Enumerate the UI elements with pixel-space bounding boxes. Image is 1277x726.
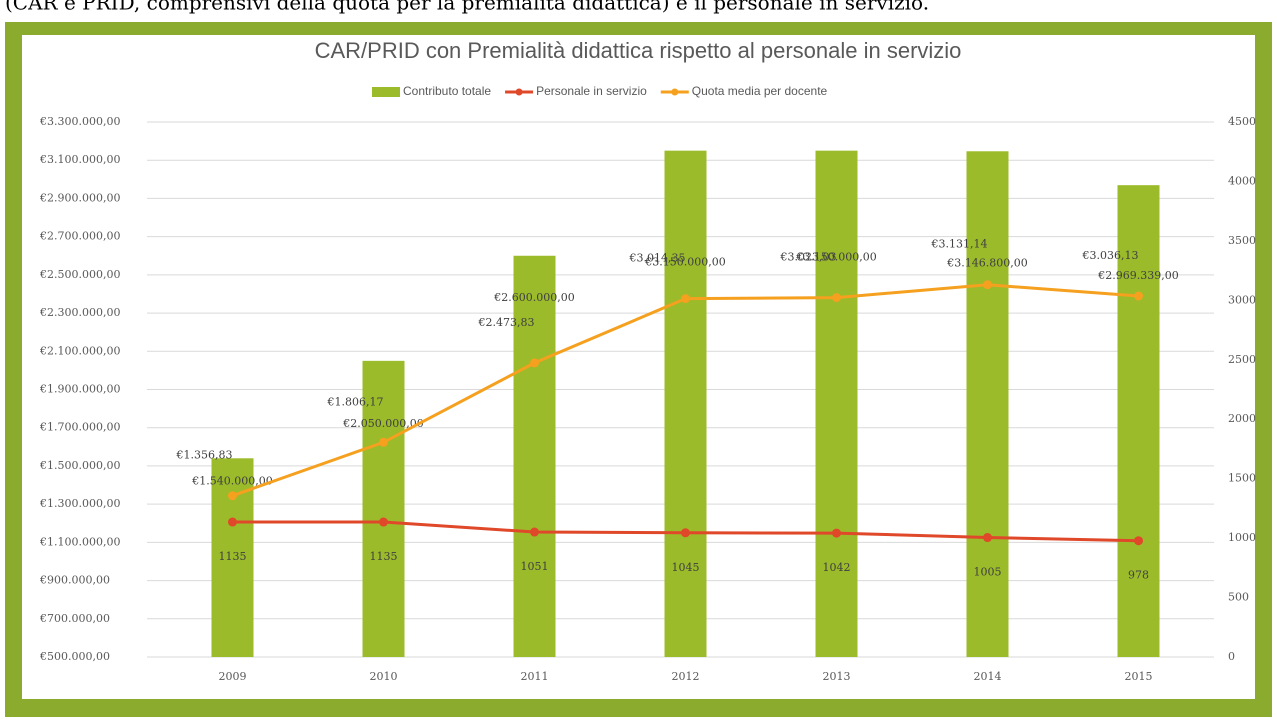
y-tick-label: €2.700.000,00 xyxy=(39,230,120,243)
y2-tick-label: 2000 xyxy=(1228,412,1256,425)
bar-label: €3.150.000,00 xyxy=(644,256,725,269)
bar-label: €3.146.800,00 xyxy=(946,256,1027,269)
y2-tick-label: 500 xyxy=(1228,591,1249,604)
x-tick-label: 2015 xyxy=(1125,670,1153,683)
marker xyxy=(228,491,237,501)
point-label: 1005 xyxy=(974,566,1002,579)
x-tick-label: 2010 xyxy=(370,670,398,683)
bar xyxy=(513,255,556,657)
caption: (CAR e PRID, comprensivi della quota per… xyxy=(5,0,929,15)
marker xyxy=(681,528,690,538)
marker xyxy=(530,527,539,537)
point-label: €3.023,03 xyxy=(780,251,837,264)
x-tick-label: 2009 xyxy=(219,670,247,683)
marker xyxy=(1134,291,1143,301)
legend-label: Personale in servizio xyxy=(536,84,647,98)
point-label: €3.131,14 xyxy=(931,238,988,251)
y-tick-label: €1.100.000,00 xyxy=(39,535,120,548)
bar-label: €2.600.000,00 xyxy=(493,291,574,304)
bar xyxy=(664,150,707,658)
y-tick-label: €1.500.000,00 xyxy=(39,459,120,472)
bar-label: €1.540.000,00 xyxy=(191,474,272,487)
x-tick-label: 2011 xyxy=(521,670,549,683)
y-tick-label: €900.000,00 xyxy=(39,574,110,587)
bar xyxy=(966,151,1009,657)
legend-label: Contributo totale xyxy=(403,84,491,98)
bar xyxy=(1117,185,1160,657)
bar-label: €3.150.000,00 xyxy=(795,251,876,264)
marker xyxy=(379,517,388,527)
marker xyxy=(832,293,841,303)
point-label: 1135 xyxy=(219,550,247,563)
y-tick-label: €2.100.000,00 xyxy=(39,344,120,357)
y2-tick-label: 1000 xyxy=(1228,531,1256,544)
y-tick-label: €1.300.000,00 xyxy=(39,497,120,510)
point-label: €1.356,83 xyxy=(176,449,233,462)
legend-label: Quota media per docente xyxy=(692,84,828,98)
y-tick-label: €500.000,00 xyxy=(39,650,110,663)
y2-tick-label: 1500 xyxy=(1228,472,1256,485)
bar xyxy=(815,150,858,658)
point-label: 1051 xyxy=(521,560,549,573)
y-tick-label: €2.500.000,00 xyxy=(39,268,120,281)
y-tick-label: €1.700.000,00 xyxy=(39,421,120,434)
point-label: €3.036,13 xyxy=(1082,249,1139,262)
y-tick-label: €3.100.000,00 xyxy=(39,153,120,166)
point-label: 1042 xyxy=(823,561,851,574)
point-label: 1045 xyxy=(672,561,700,574)
marker xyxy=(681,294,690,304)
marker xyxy=(1134,536,1143,546)
legend-swatch xyxy=(515,88,523,96)
marker xyxy=(983,533,992,543)
point-label: 1135 xyxy=(370,550,398,563)
y2-tick-label: 0 xyxy=(1228,650,1235,663)
marker xyxy=(228,517,237,527)
y2-tick-label: 3000 xyxy=(1228,293,1256,306)
y-tick-label: €700.000,00 xyxy=(39,612,110,625)
y2-tick-label: 2500 xyxy=(1228,353,1256,366)
chart-area xyxy=(22,35,1255,699)
point-label: €1.806,17 xyxy=(327,395,384,408)
marker xyxy=(530,358,539,368)
point-label: 978 xyxy=(1128,569,1149,582)
marker xyxy=(983,280,992,290)
x-tick-label: 2012 xyxy=(672,670,700,683)
legend-swatch xyxy=(372,87,400,97)
bar-label: €2.050.000,00 xyxy=(342,417,423,430)
bar xyxy=(362,360,405,657)
y2-tick-label: 4000 xyxy=(1228,174,1256,187)
chart-title: CAR/PRID con Premialità didattica rispet… xyxy=(315,38,962,63)
marker xyxy=(379,437,388,447)
y-tick-label: €2.300.000,00 xyxy=(39,306,120,319)
point-label: €3.014,35 xyxy=(629,252,686,265)
y-tick-label: €1.900.000,00 xyxy=(39,383,120,396)
x-tick-label: 2014 xyxy=(974,670,1002,683)
bar-label: €2.969.339,00 xyxy=(1097,269,1178,282)
marker xyxy=(832,528,841,538)
y2-tick-label: 4500 xyxy=(1228,115,1256,128)
point-label: €2.473,83 xyxy=(478,316,535,329)
y2-tick-label: 3500 xyxy=(1228,234,1256,247)
legend-swatch xyxy=(671,88,679,96)
y-tick-label: €2.900.000,00 xyxy=(39,191,120,204)
x-tick-label: 2013 xyxy=(823,670,851,683)
y-tick-label: €3.300.000,00 xyxy=(39,115,120,128)
